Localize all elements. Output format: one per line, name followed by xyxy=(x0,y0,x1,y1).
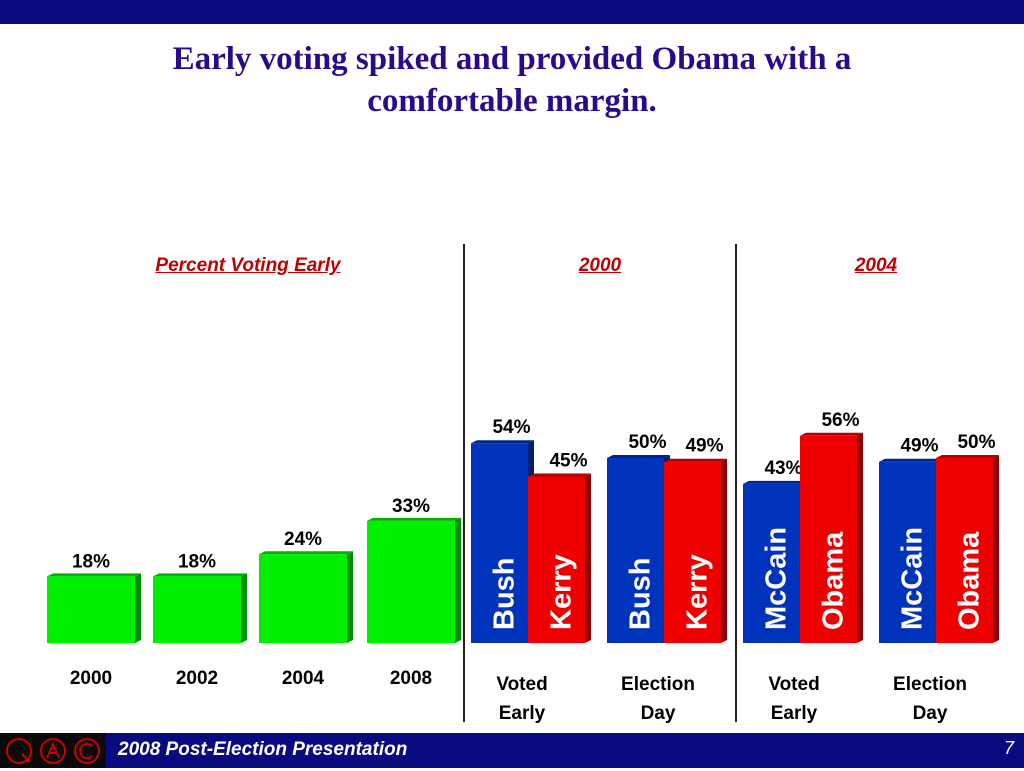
value-label-2008: 33% xyxy=(392,496,430,517)
a-circle-logo-icon xyxy=(38,736,68,766)
header-bar xyxy=(0,0,1024,24)
bar-name-label-2004-voted-early-obama: Obama xyxy=(818,531,850,630)
bar-2004-election-day-obama-top xyxy=(936,455,999,458)
footer-bar xyxy=(0,733,1024,768)
x-tick-label-2002: 2002 xyxy=(176,668,218,689)
footer-logos xyxy=(0,733,106,768)
green-bar-2000-side xyxy=(135,573,141,643)
green-bar-2000-top xyxy=(47,573,141,577)
footer-text: 2008 Post-Election Presentation xyxy=(118,739,408,760)
group-label-line1-2004-voted-early: Voted xyxy=(768,674,819,695)
green-bar-2000 xyxy=(47,576,135,643)
bar-2000-voted-early-bush xyxy=(471,443,528,643)
bar-2000-voted-early-kerry xyxy=(528,476,585,643)
x-tick-label-2008: 2008 xyxy=(390,668,432,689)
green-bar-2004-top xyxy=(259,551,353,555)
green-bar-2008-top xyxy=(367,517,461,521)
bar-name-label-2000-election-day-bush: Bush xyxy=(625,558,657,631)
x-tick-label-2000: 2000 xyxy=(70,668,112,689)
separator-line-2 xyxy=(735,244,737,722)
value-label-2000-election-day-bush: 50% xyxy=(628,432,666,453)
bar-name-label-2004-election-day-obama: Obama xyxy=(954,531,986,630)
green-bar-2002-top xyxy=(153,573,247,577)
bar-2004-voted-early-mccain-top xyxy=(743,480,806,484)
value-label-2000-election-day-kerry: 49% xyxy=(685,436,723,457)
bar-2000-election-day-bush-top xyxy=(607,455,670,458)
bar-2004-election-day-obama-side xyxy=(993,455,999,643)
section-label-2000: 2000 xyxy=(578,255,622,276)
value-label-2004-voted-early-obama: 56% xyxy=(821,410,859,431)
green-bar-2004 xyxy=(259,554,347,643)
group-label-line1-2000-voted-early: Voted xyxy=(496,674,547,695)
group-label-line2-2004-election-day: Day xyxy=(913,703,948,724)
bar-2000-voted-early-kerry-side xyxy=(585,473,591,643)
slide-title: Early voting spiked and provided Obama w… xyxy=(172,41,852,119)
bar-2004-election-day-mccain xyxy=(879,461,936,643)
bar-2004-voted-early-obama-top xyxy=(800,432,863,436)
green-bar-2008 xyxy=(367,520,455,643)
bar-2000-voted-early-bush-top xyxy=(471,440,534,444)
bar-name-label-2004-voted-early-mccain: McCain xyxy=(761,527,793,630)
bar-2000-election-day-kerry-top xyxy=(664,458,727,462)
group-label-line1-2000-election-day: Election xyxy=(621,674,695,695)
bar-name-label-2004-election-day-mccain: McCain xyxy=(897,527,929,630)
value-label-2000-voted-early-kerry: 45% xyxy=(549,451,587,472)
separator-line-1 xyxy=(463,244,465,722)
section-label-2004: 2004 xyxy=(854,255,898,276)
q-circle-logo-icon xyxy=(4,736,34,766)
value-label-2004-election-day-mccain: 49% xyxy=(900,436,938,457)
group-label-line2-2004-voted-early: Early xyxy=(771,703,818,724)
bar-2000-election-day-kerry xyxy=(664,461,721,643)
green-bar-2004-side xyxy=(347,551,353,643)
bar-2004-voted-early-obama-side xyxy=(857,432,863,643)
bar-2000-election-day-kerry-side xyxy=(721,458,727,643)
value-label-2002: 18% xyxy=(178,551,216,572)
green-bar-2002-side xyxy=(241,573,247,643)
green-bar-2008-side xyxy=(455,517,461,643)
section-label-percent-voting-early: Percent Voting Early xyxy=(155,255,341,276)
bar-2004-election-day-obama xyxy=(936,458,993,643)
value-label-2004: 24% xyxy=(284,529,322,550)
bar-2004-voted-early-obama xyxy=(800,435,857,643)
value-label-2000: 18% xyxy=(72,551,110,572)
group-label-line2-2000-voted-early: Early xyxy=(499,703,546,724)
value-label-2000-voted-early-bush: 54% xyxy=(492,417,530,438)
value-label-2004-election-day-obama: 50% xyxy=(957,432,995,453)
page-number: 7 xyxy=(1003,738,1014,758)
bar-name-label-2000-election-day-kerry: Kerry xyxy=(682,554,714,630)
group-label-line1-2004-election-day: Election xyxy=(893,674,967,695)
bar-name-label-2000-voted-early-kerry: Kerry xyxy=(546,554,578,630)
value-label-2004-voted-early-mccain: 43% xyxy=(764,458,802,479)
group-label-line2-2000-election-day: Day xyxy=(641,703,676,724)
x-tick-label-2004: 2004 xyxy=(282,668,325,689)
bar-2004-election-day-mccain-top xyxy=(879,458,942,462)
bar-2000-election-day-bush xyxy=(607,458,664,643)
bar-2000-voted-early-kerry-top xyxy=(528,473,591,477)
c-circle-logo-icon xyxy=(72,736,102,766)
green-bar-2002 xyxy=(153,576,241,643)
bar-name-label-2000-voted-early-bush: Bush xyxy=(489,558,521,631)
bar-2004-voted-early-mccain xyxy=(743,483,800,643)
